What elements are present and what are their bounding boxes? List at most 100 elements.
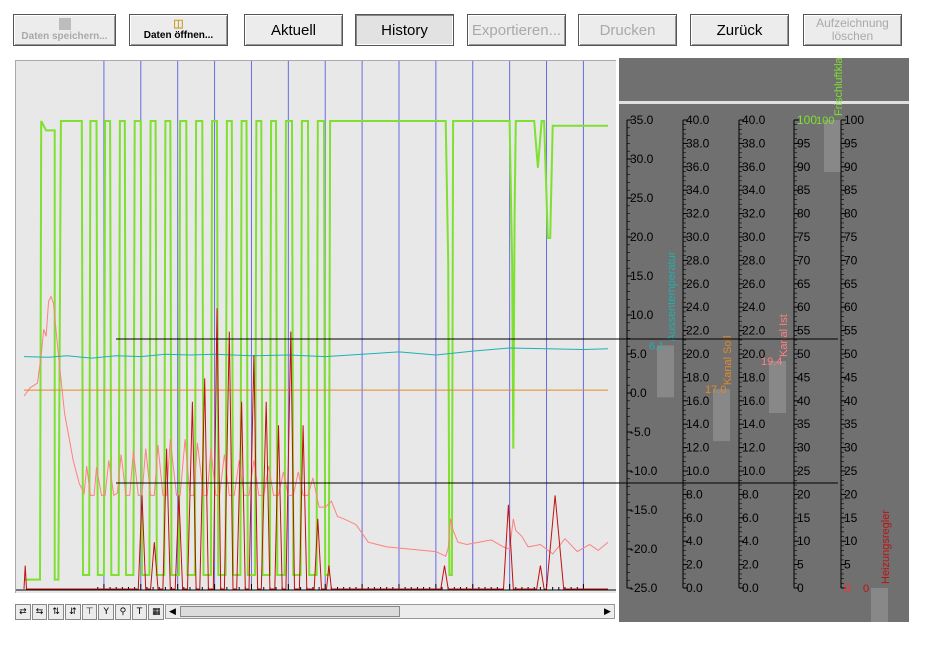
scale-tick-label: 75 (844, 230, 858, 244)
scale-tick-label: -5.0 (630, 425, 651, 439)
scale-tick-label: 30 (844, 441, 858, 455)
scale-tick-label: 8.0 (686, 487, 703, 501)
scale-tick-label: 50 (797, 347, 811, 361)
history-button[interactable]: History (355, 14, 454, 46)
scale-tick-label: 0 (797, 581, 804, 595)
scale-tick-label: 20.0 (742, 347, 766, 361)
open-data-label: Daten öffnen... (143, 30, 214, 41)
scale-tick-label: 22.0 (742, 324, 766, 338)
chart-tool-strip: ⇄ ⇆ ⇅ ⇵ ⊤ Y ⚲ T ▦ (15, 604, 165, 620)
ruler-icon[interactable]: ⊤ (81, 604, 98, 620)
scale-tick-label: 55 (797, 324, 811, 338)
scale-tick-label: 10.0 (630, 308, 654, 322)
open-data-button[interactable]: ◫ Daten öffnen... (129, 14, 228, 46)
scale-tick-label: -25.0 (630, 581, 658, 595)
export-button[interactable]: Exportieren... (467, 14, 566, 46)
scale-tick-label: 10 (797, 534, 811, 548)
scale-tick-label: 55 (844, 324, 858, 338)
delete-recording-button[interactable]: Aufzeichnung löschen (803, 14, 902, 46)
save-data-label: Daten speichern... (21, 31, 108, 42)
scale-tick-label: 36.0 (686, 160, 710, 174)
back-button[interactable]: Zurück (690, 14, 789, 46)
scale-tick-label: 16.0 (742, 394, 766, 408)
scale-tick-label: 25 (844, 464, 858, 478)
scale-tick-label: 70 (844, 253, 858, 267)
current-label: Aktuell (270, 21, 317, 39)
scale-tick-label: 85 (844, 183, 858, 197)
scale-tick-label: 30.0 (630, 152, 654, 166)
scale-tick-label: 0.0 (686, 581, 703, 595)
current-button[interactable]: Aktuell (244, 14, 343, 46)
scale-tick-label: 40.0 (686, 113, 710, 127)
scale-tick-label: 25 (797, 464, 811, 478)
history-chart: 23:00:0000:00:0001:00:0002:00:0003:00:00… (16, 61, 616, 608)
scale-name-label: Aussentemperatur (666, 251, 678, 341)
zoom-x-in-icon[interactable]: ⇅ (48, 604, 65, 620)
scale-tick-label: 12.0 (742, 441, 766, 455)
current-value-bar (657, 345, 674, 398)
time-scrollbar[interactable]: ◀ ▶ (165, 604, 615, 619)
current-value-bar (824, 120, 841, 172)
current-value-label: 100 (816, 115, 834, 127)
scale-tick-label: 14.0 (742, 417, 766, 431)
scale-tick-label: 26.0 (742, 277, 766, 291)
scroll-right-arrow-icon[interactable]: ▶ (604, 606, 611, 616)
scale-tick-label: 65 (797, 277, 811, 291)
scale-tick-label: 95 (844, 136, 858, 150)
scale-tick-label: 40 (844, 394, 858, 408)
scale-tick-label: 32.0 (686, 207, 710, 221)
print-button[interactable]: Drucken (578, 14, 677, 46)
current-value-bar (769, 361, 786, 414)
scale-tick-label: 4.0 (686, 534, 703, 548)
scrollbar-thumb[interactable] (180, 606, 400, 617)
scroll-left-arrow-icon[interactable]: ◀ (169, 606, 176, 616)
current-value-label: 6.1 (649, 340, 664, 352)
scale-tick-label: 20.0 (686, 347, 710, 361)
y-axis-icon[interactable]: Y (98, 604, 115, 620)
scale-tick-label: 5 (844, 558, 851, 572)
scale-tick-label: 38.0 (742, 136, 766, 150)
scale-tick-label: 5.0 (630, 347, 647, 361)
scale-tick-label: 24.0 (686, 300, 710, 314)
scale-tick-label: 100 (797, 113, 817, 127)
scale-tick-label: 40 (797, 394, 811, 408)
scale-tick-label: 0.0 (630, 386, 647, 400)
scale-tick-label: 22.0 (686, 324, 710, 338)
scale-tick-label: 16.0 (686, 394, 710, 408)
scroll-left-icon[interactable]: ⇄ (15, 604, 31, 620)
scale-name-label: Heizungsregler (880, 510, 892, 584)
scale-tick-label: 0 (844, 581, 851, 595)
scale-tick-label: 15 (797, 511, 811, 525)
zoom-x-out-icon[interactable]: ⇵ (65, 604, 81, 620)
scale-tick-label: 20 (844, 487, 858, 501)
scale-tick-label: 24.0 (742, 300, 766, 314)
save-data-button[interactable]: Daten speichern... (13, 14, 116, 46)
grid-tool-icon[interactable]: ▦ (148, 604, 165, 620)
series-line-heizungsregler (23, 308, 608, 590)
scale-tick-label: 4.0 (742, 534, 759, 548)
scale-tick-label: 34.0 (742, 183, 766, 197)
scale-tick-label: 5 (797, 558, 804, 572)
scale-tick-label: 15 (844, 511, 858, 525)
scale-tick-label: 75 (797, 230, 811, 244)
text-tool-icon[interactable]: T (131, 604, 148, 620)
scroll-right-icon[interactable]: ⇆ (31, 604, 48, 620)
scale-tick-label: 60 (844, 300, 858, 314)
scale-tick-label: 20.0 (630, 230, 654, 244)
scale-tick-label: 30.0 (742, 230, 766, 244)
history-label: History (381, 21, 428, 39)
series-line-kanal ist (23, 295, 609, 557)
scale-tick-label: 100 (844, 113, 864, 127)
scale-tick-label: 95 (797, 136, 811, 150)
scale-tick-label: 70 (797, 253, 811, 267)
scale-tick-label: 10 (844, 534, 858, 548)
scale-tick-label: 30 (797, 441, 811, 455)
delete-recording-label-2: löschen (831, 29, 874, 43)
magnifier-icon[interactable]: ⚲ (115, 604, 131, 620)
scale-tick-label: 14.0 (686, 417, 710, 431)
scale-tick-label: 0.0 (742, 581, 759, 595)
current-value-label: 17.0 (705, 384, 726, 396)
scale-tick-label: 90 (844, 160, 858, 174)
history-plot-area[interactable]: 23:00:0000:00:0001:00:0002:00:0003:00:00… (15, 60, 616, 608)
series-line-aussentemperatur (23, 347, 609, 359)
